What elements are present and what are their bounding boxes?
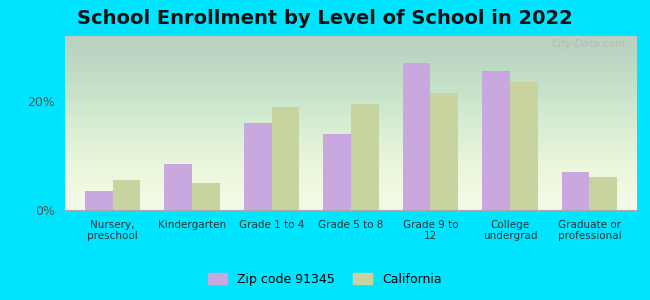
Bar <box>590 177 617 210</box>
Bar <box>164 164 192 210</box>
Bar <box>272 107 300 210</box>
Bar <box>244 123 272 210</box>
Text: School Enrollment by Level of School in 2022: School Enrollment by Level of School in … <box>77 9 573 28</box>
Bar <box>482 71 510 210</box>
Text: City-Data.com: City-Data.com <box>551 40 625 50</box>
Bar <box>510 82 538 210</box>
Bar <box>351 104 379 210</box>
Legend: Zip code 91345, California: Zip code 91345, California <box>203 268 447 291</box>
Bar <box>192 183 220 210</box>
Bar <box>323 134 351 210</box>
Bar <box>85 191 112 210</box>
Bar <box>430 93 458 210</box>
Bar <box>562 172 590 210</box>
Bar <box>112 180 140 210</box>
Bar <box>402 63 430 210</box>
